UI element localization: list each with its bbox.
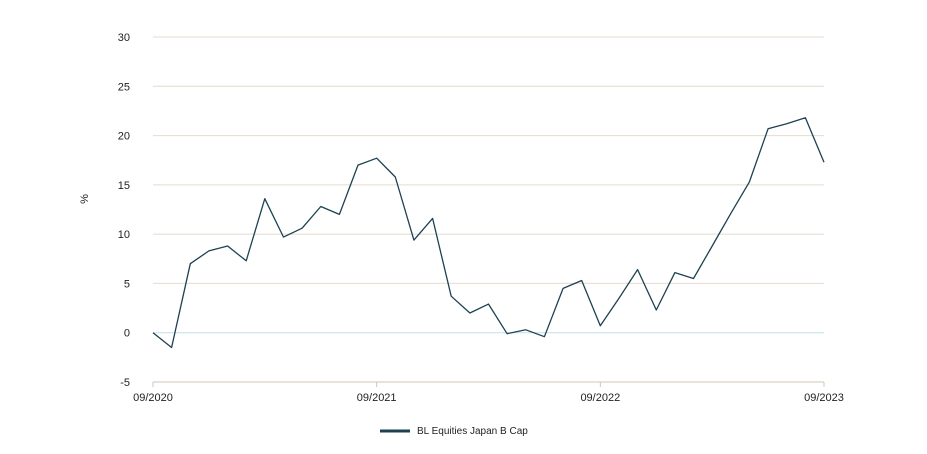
series-line bbox=[152, 117, 825, 349]
y-tick-label: 30 bbox=[118, 32, 130, 44]
y-tick-label: 15 bbox=[118, 180, 130, 192]
y-tick-label: 10 bbox=[118, 229, 130, 241]
legend-label: BL Equities Japan B Cap bbox=[417, 426, 528, 437]
y-tick-label: 5 bbox=[124, 278, 130, 290]
y-axis-label: % bbox=[79, 194, 91, 204]
legend: BL Equities Japan B Cap bbox=[380, 426, 528, 437]
y-tick-label: 0 bbox=[124, 328, 130, 340]
x-tick-label: 09/2022 bbox=[580, 392, 620, 404]
y-tick-label: 20 bbox=[118, 131, 130, 143]
y-tick-label: 25 bbox=[118, 81, 130, 93]
x-tick-label: 09/2021 bbox=[357, 392, 397, 404]
x-tick-label: 09/2023 bbox=[804, 392, 844, 404]
grid-lines bbox=[153, 36, 824, 334]
y-tick-label: -5 bbox=[120, 377, 130, 389]
x-axis-ticks: 09/2020 09/2021 09/2022 09/2023 bbox=[133, 382, 844, 404]
y-axis-ticks: -5 0 5 10 15 20 25 30 bbox=[118, 32, 130, 389]
x-tick-label: 09/2020 bbox=[133, 392, 173, 404]
series-layer bbox=[152, 117, 825, 349]
